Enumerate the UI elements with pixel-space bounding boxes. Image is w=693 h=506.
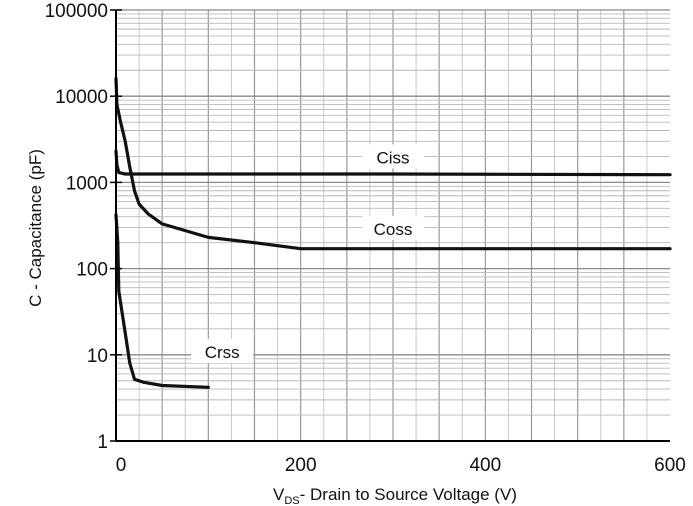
curve-label-background	[362, 144, 424, 169]
y-axis-label: C - Capacitance (pF)	[26, 149, 45, 307]
x-tick-label: 0	[116, 455, 127, 476]
curve-label-background	[362, 216, 424, 241]
curve-label-crss: Crss	[205, 343, 240, 362]
y-tick-label: 100	[76, 260, 108, 281]
curve-label-background	[191, 338, 254, 363]
y-tick-label: 10	[87, 346, 108, 367]
x-axis-label-subscript: DS	[284, 495, 299, 506]
y-tick-label: 10000	[55, 87, 108, 108]
x-tick-label: 200	[285, 455, 317, 476]
y-tick-label: 1000	[66, 173, 108, 194]
x-axis-label: VDS- Drain to Source Voltage (V)	[273, 485, 517, 506]
grid	[116, 9, 670, 442]
y-tick-label: 100000	[45, 1, 108, 22]
curve-label-coss: Coss	[374, 220, 413, 239]
x-axis-label-main: V	[273, 485, 285, 504]
axes	[110, 9, 670, 442]
tick-labels: 1 10 100 1000 10000 100000 0 200 400 600	[45, 1, 686, 476]
curve-label-ciss: Ciss	[376, 148, 409, 167]
curve-crss	[114, 213, 210, 389]
y-tick-label: 1	[97, 432, 108, 453]
x-tick-label: 600	[654, 455, 686, 476]
x-tick-label: 400	[469, 455, 501, 476]
curve-coss	[114, 77, 672, 251]
x-axis-label-rest: - Drain to Source Voltage (V)	[300, 485, 517, 504]
curve-labels: Ciss Coss Crss	[191, 144, 424, 363]
